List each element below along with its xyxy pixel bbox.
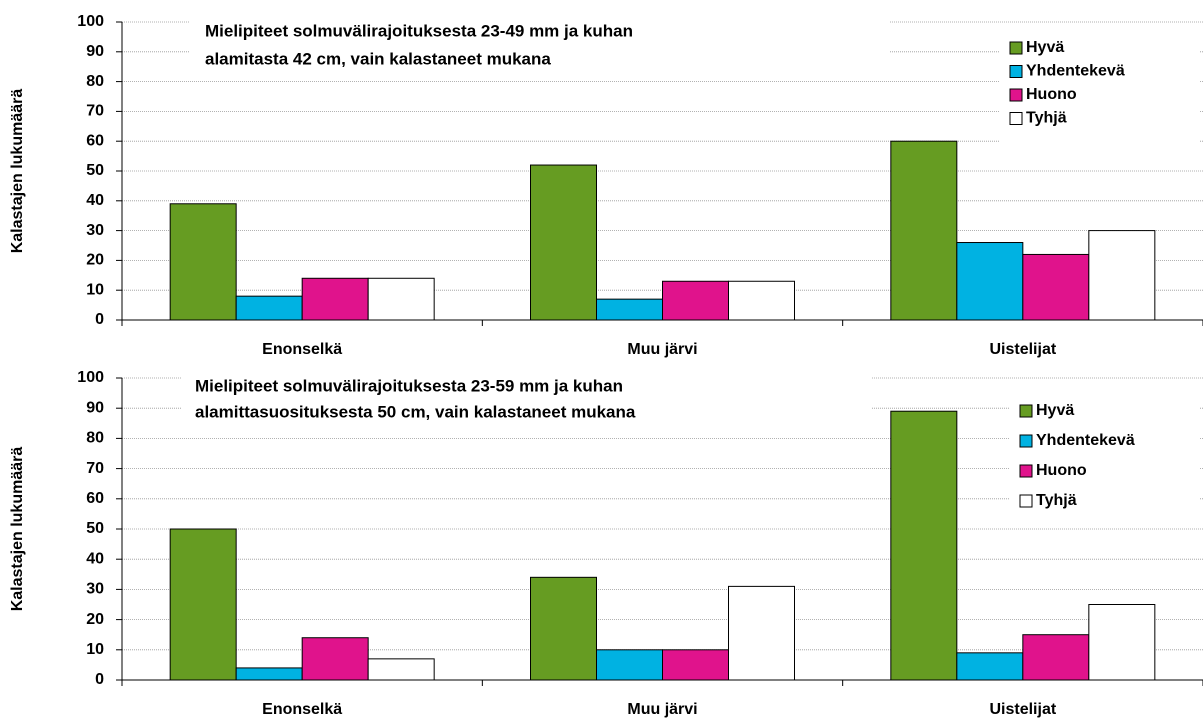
bar <box>662 649 729 681</box>
y-tick-label: 70 <box>86 460 104 477</box>
bar <box>728 585 795 681</box>
y-tick-label: 20 <box>86 252 104 269</box>
bar <box>301 637 369 681</box>
bar <box>301 277 369 321</box>
legend-label: Hyvä <box>1036 402 1074 419</box>
x-tick-label: Uistelijat <box>989 341 1056 358</box>
chart-title: Mielipiteet solmuvälirajoituksesta 23-59… <box>195 376 623 395</box>
legend-label: Yhdentekevä <box>1036 432 1135 449</box>
legend-swatch <box>1019 434 1033 448</box>
y-tick-label: 30 <box>86 222 104 239</box>
bar <box>890 140 958 321</box>
legend-label: Tyhjä <box>1026 110 1067 127</box>
y-tick-label: 10 <box>86 281 104 298</box>
legend-swatch <box>1009 41 1023 55</box>
x-tick-label: Enonselkä <box>262 341 342 358</box>
legend-swatch <box>1009 88 1023 102</box>
x-tick-label: Muu järvi <box>627 701 697 718</box>
y-tick-label: 40 <box>86 550 104 567</box>
y-tick-label: 50 <box>86 162 104 179</box>
legend-swatch <box>1009 112 1023 125</box>
bar <box>662 280 729 321</box>
y-axis-label: Kalastajen lukumäärä <box>9 447 26 612</box>
legend-label: Hyvä <box>1026 39 1064 56</box>
bar <box>890 410 958 681</box>
bar <box>235 667 303 681</box>
y-tick-label: 40 <box>86 192 104 209</box>
x-tick-label: Enonselkä <box>262 701 342 718</box>
bar <box>1022 634 1090 681</box>
bar <box>956 652 1024 681</box>
y-tick-label: 80 <box>86 73 104 90</box>
y-tick-label: 20 <box>86 611 104 628</box>
y-tick-label: 90 <box>86 43 104 60</box>
y-tick-label: 30 <box>86 581 104 598</box>
legend-swatch <box>1019 464 1033 478</box>
y-tick-label: 50 <box>86 520 104 537</box>
chart-title: alamitasta 42 cm, vain kalastaneet mukan… <box>205 49 551 68</box>
bar <box>235 295 303 321</box>
bar <box>169 528 237 681</box>
bar <box>169 203 237 321</box>
y-tick-label: 60 <box>86 490 104 507</box>
y-tick-label: 80 <box>86 430 104 447</box>
y-tick-label: 70 <box>86 103 104 120</box>
legend-swatch <box>1019 404 1033 418</box>
bar <box>367 277 435 321</box>
x-tick-label: Uistelijat <box>989 701 1056 718</box>
bar <box>728 280 795 321</box>
y-tick-label: 90 <box>86 399 104 416</box>
x-tick-label: Muu järvi <box>627 341 697 358</box>
y-axis-label: Kalastajen lukumäärä <box>9 89 26 254</box>
title-background <box>190 18 890 76</box>
bar <box>596 298 663 321</box>
legend-label: Huono <box>1036 462 1087 479</box>
bar <box>530 164 597 321</box>
bar <box>596 649 663 681</box>
bar <box>530 576 597 681</box>
legend-swatch <box>1019 494 1033 508</box>
y-tick-label: 10 <box>86 641 104 658</box>
y-tick-label: 0 <box>95 311 104 328</box>
chart-title: alamittasuosituksesta 50 cm, vain kalast… <box>195 402 636 421</box>
legend-swatch <box>1009 65 1023 78</box>
y-tick-label: 60 <box>86 132 104 149</box>
bar <box>367 658 435 681</box>
bar <box>956 242 1024 321</box>
bar <box>1088 230 1156 321</box>
legend-background <box>1000 35 1200 165</box>
legend-background <box>1010 395 1200 520</box>
legend-label: Yhdentekevä <box>1026 63 1125 80</box>
title-background <box>182 372 872 428</box>
chart-title: Mielipiteet solmuvälirajoituksesta 23-49… <box>205 21 633 40</box>
y-tick-label: 100 <box>77 369 104 386</box>
legend-label: Huono <box>1026 86 1077 103</box>
y-tick-label: 0 <box>95 671 104 688</box>
y-tick-label: 100 <box>77 13 104 30</box>
legend-label: Tyhjä <box>1036 492 1077 509</box>
bar <box>1088 604 1156 681</box>
bar <box>1022 253 1090 321</box>
